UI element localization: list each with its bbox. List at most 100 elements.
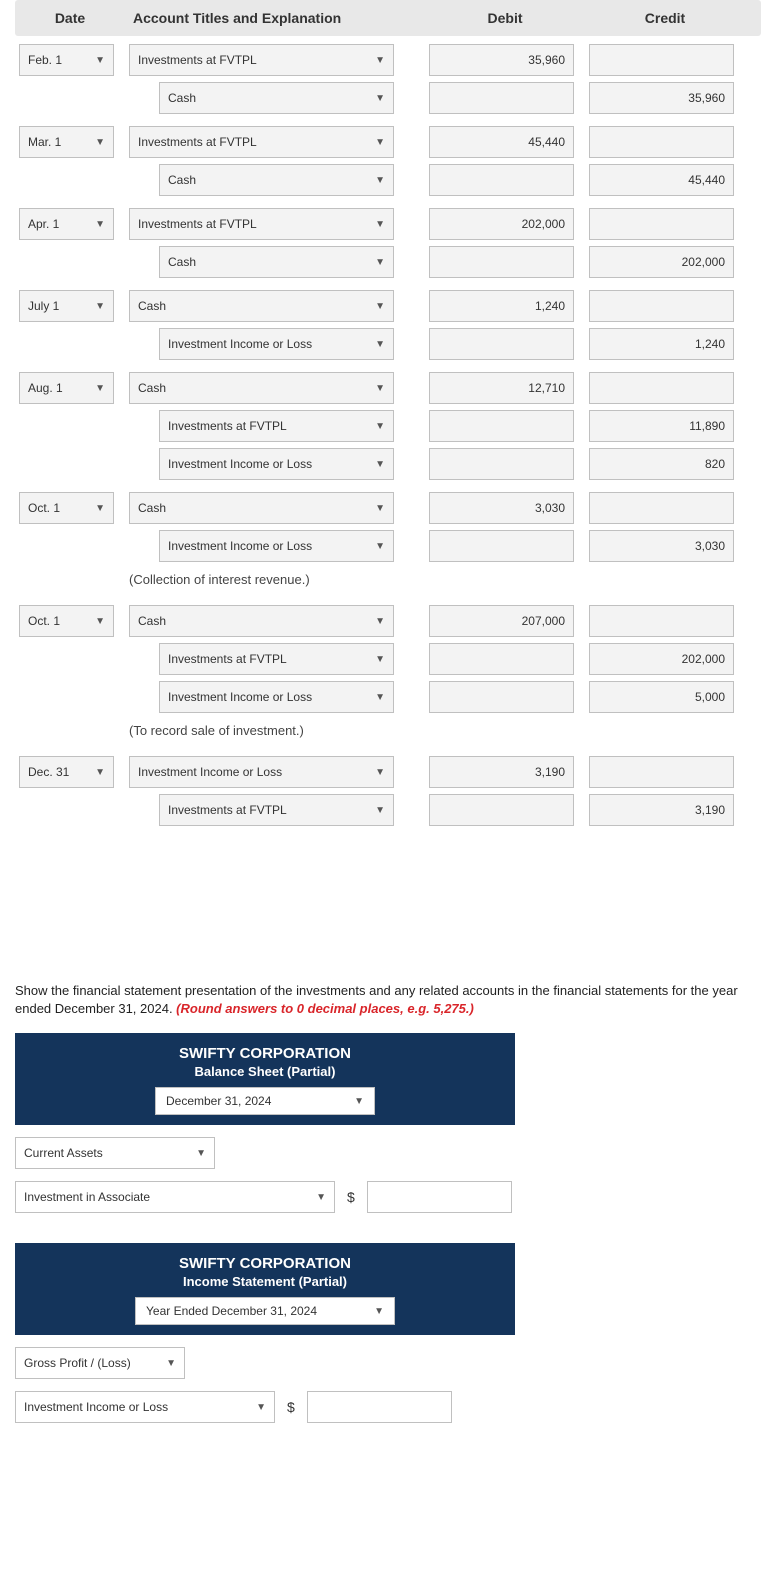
period-select[interactable]: Year Ended December 31, 2024▼	[135, 1297, 395, 1325]
date-select[interactable]: Mar. 1▼	[19, 126, 114, 158]
section-select[interactable]: Current Assets▼	[15, 1137, 215, 1169]
account-select[interactable]: Investments at FVTPL▼	[159, 794, 394, 826]
debit-input[interactable]: 12,710	[429, 372, 574, 404]
account-select[interactable]: Investment Income or Loss▼	[159, 530, 394, 562]
debit-input[interactable]	[429, 643, 574, 675]
chevron-down-icon: ▼	[375, 767, 385, 778]
period-select[interactable]: December 31, 2024▼	[155, 1087, 375, 1115]
debit-input[interactable]	[429, 246, 574, 278]
credit-input[interactable]	[589, 605, 734, 637]
credit-input[interactable]	[589, 290, 734, 322]
date-select[interactable]: Feb. 1▼	[19, 44, 114, 76]
debit-input[interactable]	[429, 530, 574, 562]
date-select[interactable]: Apr. 1▼	[19, 208, 114, 240]
credit-input[interactable]: 202,000	[589, 643, 734, 675]
account-select[interactable]: Investment Income or Loss▼	[159, 328, 394, 360]
header-account: Account Titles and Explanation	[125, 0, 425, 36]
debit-input[interactable]	[429, 328, 574, 360]
date-select[interactable]: Oct. 1▼	[19, 492, 114, 524]
journal-row: Oct. 1▼ Cash▼ 207,000	[15, 605, 761, 637]
debit-input[interactable]	[429, 681, 574, 713]
credit-input[interactable]	[589, 372, 734, 404]
debit-input[interactable]: 207,000	[429, 605, 574, 637]
chevron-down-icon: ▼	[95, 503, 105, 514]
chevron-down-icon: ▼	[95, 301, 105, 312]
credit-input[interactable]: 202,000	[589, 246, 734, 278]
journal-row: Investments at FVTPL▼ 11,890	[15, 410, 761, 442]
credit-input[interactable]	[589, 756, 734, 788]
debit-input[interactable]: 3,030	[429, 492, 574, 524]
journal-row: Cash▼ 35,960	[15, 82, 761, 114]
line-item-select[interactable]: Investment Income or Loss▼	[15, 1391, 275, 1423]
chevron-down-icon: ▼	[95, 219, 105, 230]
debit-input[interactable]: 35,960	[429, 44, 574, 76]
credit-input[interactable]: 45,440	[589, 164, 734, 196]
debit-input[interactable]	[429, 410, 574, 442]
account-select[interactable]: Cash▼	[129, 605, 394, 637]
account-select[interactable]: Investments at FVTPL▼	[129, 208, 394, 240]
journal-row: Apr. 1▼ Investments at FVTPL▼ 202,000	[15, 208, 761, 240]
account-select[interactable]: Investment Income or Loss▼	[159, 448, 394, 480]
account-select[interactable]: Cash▼	[129, 290, 394, 322]
account-select[interactable]: Cash▼	[159, 246, 394, 278]
credit-input[interactable]: 3,190	[589, 794, 734, 826]
date-select[interactable]: Dec. 31▼	[19, 756, 114, 788]
account-select[interactable]: Investments at FVTPL▼	[159, 410, 394, 442]
date-select[interactable]: Oct. 1▼	[19, 605, 114, 637]
journal-row: Mar. 1▼ Investments at FVTPL▼ 45,440	[15, 126, 761, 158]
credit-input[interactable]: 820	[589, 448, 734, 480]
amount-input[interactable]	[367, 1181, 512, 1213]
fs-row: Gross Profit / (Loss)▼	[15, 1347, 761, 1379]
credit-input[interactable]: 11,890	[589, 410, 734, 442]
line-item-select[interactable]: Investment in Associate▼	[15, 1181, 335, 1213]
credit-input[interactable]	[589, 492, 734, 524]
account-select[interactable]: Investments at FVTPL▼	[129, 126, 394, 158]
chevron-down-icon: ▼	[375, 616, 385, 627]
credit-input[interactable]: 35,960	[589, 82, 734, 114]
credit-input[interactable]: 5,000	[589, 681, 734, 713]
account-select[interactable]: Investments at FVTPL▼	[129, 44, 394, 76]
debit-input[interactable]	[429, 448, 574, 480]
chevron-down-icon: ▼	[375, 421, 385, 432]
debit-input[interactable]: 45,440	[429, 126, 574, 158]
chevron-down-icon: ▼	[374, 1306, 384, 1317]
income-statement-header: SWIFTY CORPORATION Income Statement (Par…	[15, 1243, 515, 1335]
journal-explanation-row: (To record sale of investment.)	[15, 719, 761, 750]
company-name: SWIFTY CORPORATION	[25, 1255, 505, 1272]
chevron-down-icon: ▼	[95, 55, 105, 66]
amount-input[interactable]	[307, 1391, 452, 1423]
dollar-sign: $	[347, 1189, 355, 1205]
debit-input[interactable]	[429, 82, 574, 114]
debit-input[interactable]: 202,000	[429, 208, 574, 240]
chevron-down-icon: ▼	[196, 1148, 206, 1159]
balance-sheet-block: SWIFTY CORPORATION Balance Sheet (Partia…	[15, 1033, 761, 1213]
credit-input[interactable]	[589, 208, 734, 240]
account-select[interactable]: Investment Income or Loss▼	[129, 756, 394, 788]
debit-input[interactable]: 3,190	[429, 756, 574, 788]
chevron-down-icon: ▼	[354, 1096, 364, 1107]
credit-input[interactable]	[589, 44, 734, 76]
date-select[interactable]: Aug. 1▼	[19, 372, 114, 404]
chevron-down-icon: ▼	[95, 767, 105, 778]
chevron-down-icon: ▼	[375, 93, 385, 104]
account-select[interactable]: Cash▼	[159, 82, 394, 114]
date-select[interactable]: July 1▼	[19, 290, 114, 322]
debit-input[interactable]	[429, 164, 574, 196]
credit-input[interactable]	[589, 126, 734, 158]
account-select[interactable]: Cash▼	[129, 372, 394, 404]
account-select[interactable]: Cash▼	[159, 164, 394, 196]
account-select[interactable]: Cash▼	[129, 492, 394, 524]
journal-row: Investment Income or Loss▼ 3,030	[15, 530, 761, 562]
debit-input[interactable]: 1,240	[429, 290, 574, 322]
chevron-down-icon: ▼	[375, 503, 385, 514]
debit-input[interactable]	[429, 794, 574, 826]
chevron-down-icon: ▼	[375, 459, 385, 470]
chevron-down-icon: ▼	[375, 257, 385, 268]
credit-input[interactable]: 1,240	[589, 328, 734, 360]
account-select[interactable]: Investments at FVTPL▼	[159, 643, 394, 675]
company-name: SWIFTY CORPORATION	[25, 1045, 505, 1062]
statement-title: Income Statement (Partial)	[25, 1274, 505, 1289]
credit-input[interactable]: 3,030	[589, 530, 734, 562]
section-select[interactable]: Gross Profit / (Loss)▼	[15, 1347, 185, 1379]
account-select[interactable]: Investment Income or Loss▼	[159, 681, 394, 713]
